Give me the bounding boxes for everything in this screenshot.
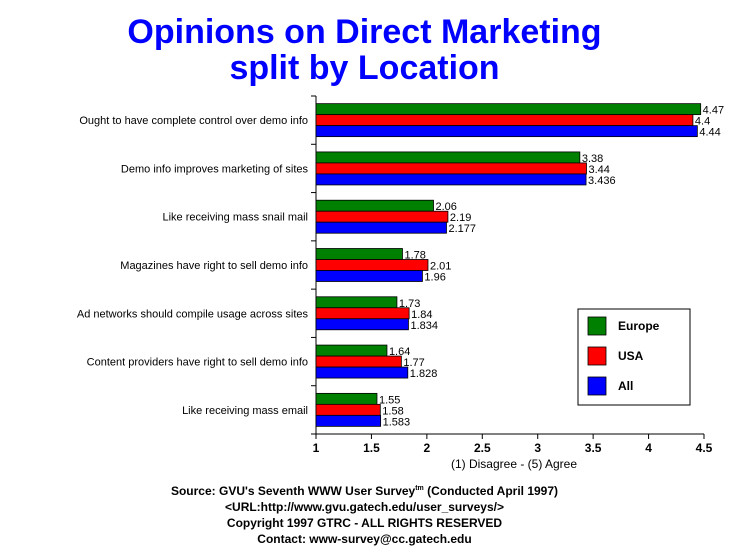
category-label: Magazines have right to sell demo info	[120, 260, 308, 272]
bar-all	[315, 270, 423, 282]
source-footer: Source: GVU's Seventh WWW User Surveytm …	[0, 481, 729, 547]
data-label: 1.64	[389, 346, 410, 358]
data-label: 2.01	[430, 261, 451, 273]
category-label: Content providers have right to sell dem…	[87, 357, 308, 369]
x-tick-label: 4.5	[696, 441, 713, 455]
legend-swatch-all	[587, 376, 607, 396]
bar-all	[315, 366, 409, 379]
bar-europe	[315, 199, 434, 212]
source-suffix: (Conducted April 1997)	[423, 484, 559, 498]
data-label: 2.177	[448, 223, 476, 235]
data-label: 2.06	[436, 201, 457, 213]
bar-all	[315, 414, 382, 427]
data-label: 1.78	[404, 250, 425, 262]
bar-europe	[315, 248, 403, 260]
data-label: 3.38	[582, 153, 603, 165]
bar-usa	[315, 162, 587, 175]
bar-all	[315, 173, 587, 186]
data-label: 1.834	[410, 320, 438, 332]
data-label: 1.77	[403, 357, 424, 369]
category-label: Ad networks should compile usage across …	[77, 308, 309, 320]
x-axis-label: (1) Disagree - (5) Agree	[451, 457, 577, 471]
legend-label-usa: USA	[618, 349, 644, 363]
legend-swatch-europe	[587, 316, 607, 336]
x-tick-label: 1	[313, 441, 320, 455]
copyright-text: Copyright 1997 GTRC - ALL RIGHTS RESERVE…	[226, 516, 503, 530]
bar-usa	[315, 114, 694, 127]
bar-europe	[315, 392, 378, 405]
source-url: <URL:http://www.gvu.gatech.edu/user_surv…	[225, 500, 504, 514]
bar-usa	[315, 307, 410, 320]
x-tick-label: 3.5	[585, 441, 602, 455]
legend-label-all: All	[618, 379, 633, 393]
x-tick-label: 2	[424, 441, 431, 455]
data-label: 3.436	[588, 175, 616, 187]
bar-europe	[315, 344, 388, 357]
x-tick-label: 1.5	[363, 441, 380, 455]
x-tick-label: 3	[534, 441, 541, 455]
bar-europe	[315, 151, 581, 164]
data-label: 1.583	[383, 416, 411, 428]
bar-usa	[315, 259, 429, 271]
x-tick-label: 2.5	[474, 441, 491, 455]
data-label: 1.84	[411, 309, 432, 321]
data-label: 1.58	[382, 405, 403, 417]
category-label: Like receiving mass email	[182, 405, 308, 417]
bar-europe	[315, 103, 702, 116]
contact-text: Contact: www-survey@cc.gatech.edu	[257, 532, 472, 546]
data-label: 3.44	[588, 164, 609, 176]
chart-title: Opinions on Direct Marketing split by Lo…	[0, 14, 729, 86]
bar-usa	[315, 403, 381, 416]
data-label: 4.4	[695, 116, 710, 128]
bar-all	[315, 318, 409, 331]
category-label: Demo info improves marketing of sites	[121, 163, 309, 175]
chart-title-line-1: Opinions on Direct Marketing	[127, 13, 602, 51]
category-label: Ought to have complete control over demo…	[79, 115, 308, 127]
bar-all	[315, 221, 447, 234]
trademark-mark: tm	[415, 485, 424, 492]
x-tick-label: 4	[645, 441, 652, 455]
bar-usa	[315, 210, 449, 223]
legend-label-europe: Europe	[618, 319, 660, 333]
source-text: Source: GVU's Seventh WWW User Survey	[170, 484, 416, 498]
data-label: 4.47	[703, 105, 724, 117]
data-label: 4.44	[699, 127, 720, 139]
chart-title-line-2: split by Location	[229, 49, 500, 87]
bar-europe	[315, 296, 398, 309]
data-label: 2.19	[450, 212, 471, 224]
legend-swatch-usa	[587, 346, 607, 366]
data-label: 1.96	[424, 272, 445, 284]
data-label: 1.73	[399, 298, 420, 310]
source-line: Source: GVU's Seventh WWW User Surveytm …	[0, 481, 729, 499]
bar-all	[315, 125, 698, 138]
category-label: Like receiving mass snail mail	[163, 212, 309, 224]
data-label: 1.828	[410, 368, 438, 380]
bar-usa	[315, 355, 402, 368]
data-label: 1.55	[379, 394, 400, 406]
bar-chart: 1 1.5 2 2.5 3 3.5 4 4.5 (1) Disagree - (5) Agree…	[77, 95, 724, 471]
